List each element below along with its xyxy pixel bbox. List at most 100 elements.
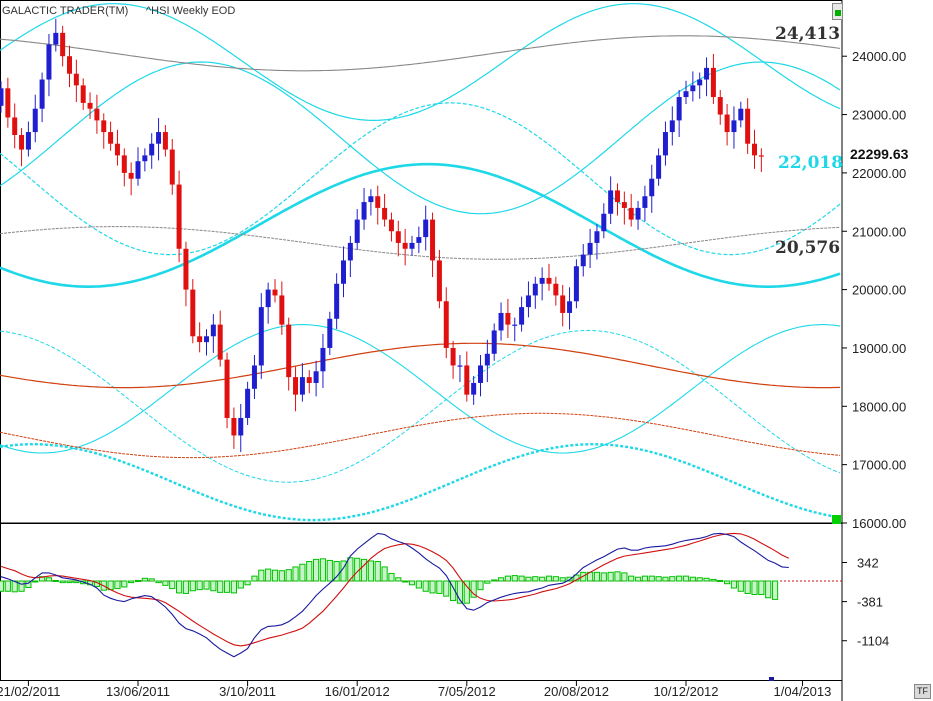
candle-body bbox=[471, 382, 477, 395]
histogram-bar bbox=[73, 580, 80, 584]
histogram-bar bbox=[703, 577, 710, 582]
candle-body bbox=[128, 172, 134, 179]
candle-body bbox=[306, 377, 312, 383]
candle-body bbox=[347, 242, 353, 261]
date-tick-label: 1/04/2013 bbox=[774, 684, 832, 699]
candle-body bbox=[251, 365, 257, 389]
candle-body bbox=[341, 260, 346, 284]
histogram-bar bbox=[724, 580, 731, 585]
candle-body bbox=[525, 295, 531, 308]
histogram-bar bbox=[408, 580, 416, 586]
candle-body bbox=[587, 242, 593, 255]
price-tick-label: 24000.00 bbox=[852, 49, 906, 64]
candle-body bbox=[327, 318, 333, 348]
candle-body bbox=[39, 79, 45, 109]
histogram-bar bbox=[758, 580, 765, 596]
histogram-bar bbox=[162, 580, 169, 586]
candle-body bbox=[197, 336, 203, 343]
candle-body bbox=[114, 143, 120, 156]
histogram-bar bbox=[148, 578, 155, 582]
candle-body bbox=[594, 231, 600, 243]
histogram-bar bbox=[450, 580, 457, 601]
date-tick-label: 21/02/2011 bbox=[0, 684, 60, 699]
histogram-bar bbox=[628, 575, 635, 582]
candle-body bbox=[443, 301, 449, 348]
scale-handle[interactable] bbox=[832, 515, 841, 524]
candle-body bbox=[46, 44, 52, 80]
histogram-bar bbox=[237, 580, 244, 589]
price-tick-label: 17000.00 bbox=[852, 458, 906, 473]
date-tick-label: 10/12/2012 bbox=[653, 684, 718, 699]
candle-body bbox=[19, 134, 25, 150]
price-tick-label: 19000.00 bbox=[852, 341, 906, 356]
histogram-bar bbox=[504, 575, 511, 582]
histogram-bar bbox=[196, 580, 203, 591]
histogram-bar bbox=[532, 576, 539, 582]
candle-body bbox=[142, 155, 148, 162]
symbol-label: ^HSI Weekly EOD bbox=[146, 5, 235, 17]
green-dot-icon bbox=[835, 10, 841, 16]
candle-body bbox=[354, 219, 360, 243]
timeframe-button[interactable]: TF bbox=[914, 684, 931, 699]
candle-body bbox=[635, 207, 641, 220]
histogram-bar bbox=[771, 580, 779, 600]
level-label-mid: 22,018 bbox=[778, 153, 843, 173]
histogram-bar bbox=[655, 576, 662, 582]
candle-body bbox=[149, 143, 155, 156]
histogram-bar bbox=[59, 580, 66, 584]
histogram-bar bbox=[374, 561, 381, 582]
histogram-bar bbox=[292, 566, 299, 582]
candle-body bbox=[60, 32, 66, 57]
histogram-bar bbox=[299, 563, 306, 582]
histogram-bar bbox=[463, 580, 470, 604]
histogram-bar bbox=[621, 572, 628, 582]
price-tick-label: 18000.00 bbox=[852, 399, 906, 414]
candle-body bbox=[204, 336, 209, 343]
histogram-bar bbox=[347, 557, 354, 582]
candle-body bbox=[669, 120, 675, 133]
price-tick-label: 21000.00 bbox=[852, 224, 906, 239]
histogram-bar bbox=[429, 580, 436, 594]
expand-button[interactable] bbox=[832, 3, 843, 20]
histogram-bar bbox=[169, 580, 176, 590]
histogram-bar bbox=[765, 580, 772, 599]
candle-body bbox=[580, 254, 586, 267]
candle-body bbox=[286, 324, 292, 378]
level-label-upper: 24,413 bbox=[775, 24, 840, 44]
histogram-bar bbox=[258, 569, 265, 582]
histogram-bar bbox=[265, 568, 272, 582]
candle-body bbox=[697, 79, 703, 86]
histogram-bar bbox=[121, 580, 128, 588]
histogram-bar bbox=[388, 572, 395, 582]
histogram-bar bbox=[470, 580, 477, 598]
histogram-bar bbox=[696, 577, 703, 582]
cycle-e bbox=[0, 329, 841, 483]
histogram-bar bbox=[189, 580, 196, 592]
histogram-bar bbox=[0, 580, 5, 592]
candle-body bbox=[53, 32, 59, 45]
histogram-bar bbox=[648, 575, 655, 582]
candle-body bbox=[80, 85, 86, 103]
histogram-bar bbox=[271, 569, 279, 582]
macd-tick-label: -1104 bbox=[857, 634, 889, 649]
price-axis: 24000.00 23000.00 22000.00 21000.00 20000.00… bbox=[842, 49, 906, 531]
candle-body bbox=[608, 190, 614, 214]
macd-plot bbox=[0, 532, 842, 658]
cycle-main bbox=[0, 162, 841, 288]
histogram-bar bbox=[614, 571, 621, 582]
orange-upper bbox=[0, 342, 841, 389]
date-tick-label: 7/05/2012 bbox=[438, 684, 496, 699]
candle-body bbox=[121, 155, 127, 173]
histogram-bar bbox=[710, 578, 717, 582]
candle-body bbox=[546, 277, 552, 284]
candle-body bbox=[464, 365, 470, 395]
macd-axis: 342 -381 -1104 bbox=[842, 555, 889, 649]
candle-body bbox=[258, 307, 264, 366]
candle-body bbox=[334, 283, 340, 319]
candle-body bbox=[313, 371, 319, 383]
candle-body bbox=[382, 207, 388, 220]
candle-body bbox=[649, 178, 655, 197]
histogram-bar bbox=[326, 559, 333, 582]
candle-body bbox=[745, 108, 751, 144]
